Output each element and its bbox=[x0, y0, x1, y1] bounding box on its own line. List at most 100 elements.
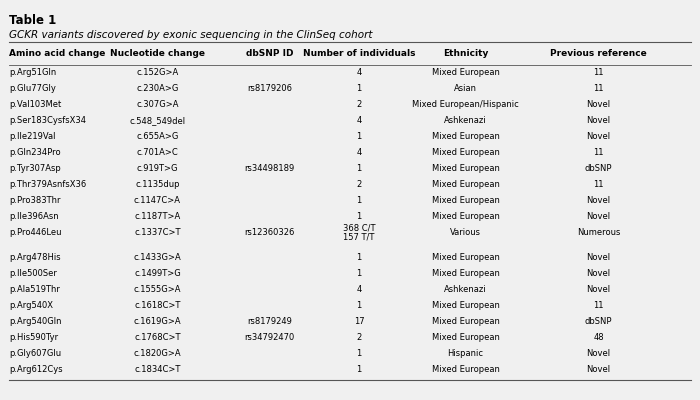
Text: p.Ser183CysfsX34: p.Ser183CysfsX34 bbox=[9, 116, 86, 125]
Text: Ethnicity: Ethnicity bbox=[443, 50, 488, 58]
Text: 1: 1 bbox=[356, 349, 362, 358]
Text: Novel: Novel bbox=[587, 212, 610, 221]
Text: Mixed European: Mixed European bbox=[432, 132, 499, 141]
Text: Mixed European: Mixed European bbox=[432, 212, 499, 221]
Text: c.1619G>A: c.1619G>A bbox=[134, 317, 181, 326]
Text: c.230A>G: c.230A>G bbox=[136, 84, 178, 93]
Text: Novel: Novel bbox=[587, 349, 610, 358]
Text: GCKR variants discovered by exonic sequencing in the ClinSeq cohort: GCKR variants discovered by exonic seque… bbox=[9, 30, 372, 40]
Text: Novel: Novel bbox=[587, 253, 610, 262]
Text: c.1499T>G: c.1499T>G bbox=[134, 269, 181, 278]
Text: Mixed European: Mixed European bbox=[432, 253, 499, 262]
Text: Amino acid change: Amino acid change bbox=[9, 50, 106, 58]
Text: p.Arg612Cys: p.Arg612Cys bbox=[9, 365, 63, 374]
Text: p.Ile219Val: p.Ile219Val bbox=[9, 132, 55, 141]
Text: rs12360326: rs12360326 bbox=[244, 228, 295, 237]
Text: 2: 2 bbox=[356, 180, 362, 189]
Text: Novel: Novel bbox=[587, 365, 610, 374]
Text: c.919T>G: c.919T>G bbox=[136, 164, 178, 173]
Text: Novel: Novel bbox=[587, 100, 610, 109]
Text: p.Ile396Asn: p.Ile396Asn bbox=[9, 212, 59, 221]
Text: Mixed European: Mixed European bbox=[432, 148, 499, 157]
Text: p.Pro446Leu: p.Pro446Leu bbox=[9, 228, 62, 237]
Text: 4: 4 bbox=[356, 116, 362, 125]
Text: c.548_549del: c.548_549del bbox=[130, 116, 186, 125]
Text: Table 1: Table 1 bbox=[9, 14, 56, 27]
Text: Novel: Novel bbox=[587, 269, 610, 278]
Text: Nucleotide change: Nucleotide change bbox=[110, 50, 205, 58]
Text: c.701A>C: c.701A>C bbox=[136, 148, 178, 157]
Text: p.Arg478His: p.Arg478His bbox=[9, 253, 61, 262]
Text: 11: 11 bbox=[594, 148, 603, 157]
Text: c.1618C>T: c.1618C>T bbox=[134, 301, 181, 310]
Text: p.Val103Met: p.Val103Met bbox=[9, 100, 62, 109]
Text: Mixed European: Mixed European bbox=[432, 365, 499, 374]
Text: Mixed European: Mixed European bbox=[432, 164, 499, 173]
Text: 2: 2 bbox=[356, 100, 362, 109]
Text: Hispanic: Hispanic bbox=[447, 349, 484, 358]
Text: dbSNP ID: dbSNP ID bbox=[246, 50, 293, 58]
Text: rs34792470: rs34792470 bbox=[244, 333, 295, 342]
Text: 48: 48 bbox=[593, 333, 604, 342]
Text: Previous reference: Previous reference bbox=[550, 50, 647, 58]
Text: p.Arg540Gln: p.Arg540Gln bbox=[9, 317, 62, 326]
Text: c.1337C>T: c.1337C>T bbox=[134, 228, 181, 237]
Text: 4: 4 bbox=[356, 148, 362, 157]
Text: 1: 1 bbox=[356, 212, 362, 221]
Text: p.Thr379AsnfsX36: p.Thr379AsnfsX36 bbox=[9, 180, 86, 189]
Text: 1: 1 bbox=[356, 84, 362, 93]
Text: p.Ala519Thr: p.Ala519Thr bbox=[9, 285, 60, 294]
Text: Mixed European/Hispanic: Mixed European/Hispanic bbox=[412, 100, 519, 109]
Text: 368 C/T: 368 C/T bbox=[343, 224, 375, 233]
Text: c.307G>A: c.307G>A bbox=[136, 100, 178, 109]
Text: p.Ile500Ser: p.Ile500Ser bbox=[9, 269, 57, 278]
Text: dbSNP: dbSNP bbox=[584, 164, 612, 173]
Text: p.Tyr307Asp: p.Tyr307Asp bbox=[9, 164, 61, 173]
Text: c.152G>A: c.152G>A bbox=[136, 68, 178, 77]
Text: 157 T/T: 157 T/T bbox=[344, 233, 374, 242]
Text: 11: 11 bbox=[594, 180, 603, 189]
Text: c.1820G>A: c.1820G>A bbox=[134, 349, 181, 358]
Text: Novel: Novel bbox=[587, 196, 610, 205]
Text: Mixed European: Mixed European bbox=[432, 196, 499, 205]
Text: 1: 1 bbox=[356, 253, 362, 262]
Text: c.1187T>A: c.1187T>A bbox=[134, 212, 181, 221]
Text: c.1135dup: c.1135dup bbox=[135, 180, 180, 189]
Text: 1: 1 bbox=[356, 269, 362, 278]
Text: Mixed European: Mixed European bbox=[432, 68, 499, 77]
Text: rs8179206: rs8179206 bbox=[247, 84, 292, 93]
Text: 11: 11 bbox=[594, 84, 603, 93]
Text: c.1147C>A: c.1147C>A bbox=[134, 196, 181, 205]
Text: 1: 1 bbox=[356, 196, 362, 205]
Text: 11: 11 bbox=[594, 301, 603, 310]
Text: rs34498189: rs34498189 bbox=[244, 164, 295, 173]
Text: 11: 11 bbox=[594, 68, 603, 77]
Text: Numerous: Numerous bbox=[577, 228, 620, 237]
Text: Asian: Asian bbox=[454, 84, 477, 93]
Text: Number of individuals: Number of individuals bbox=[303, 50, 415, 58]
Text: p.Gly607Glu: p.Gly607Glu bbox=[9, 349, 61, 358]
Text: Novel: Novel bbox=[587, 132, 610, 141]
Text: Mixed European: Mixed European bbox=[432, 333, 499, 342]
Text: 4: 4 bbox=[356, 68, 362, 77]
Text: 17: 17 bbox=[354, 317, 365, 326]
Text: 1: 1 bbox=[356, 132, 362, 141]
Text: Mixed European: Mixed European bbox=[432, 269, 499, 278]
Text: p.Gln234Pro: p.Gln234Pro bbox=[9, 148, 61, 157]
Text: p.Arg540X: p.Arg540X bbox=[9, 301, 53, 310]
Text: Mixed European: Mixed European bbox=[432, 317, 499, 326]
Text: p.Glu77Gly: p.Glu77Gly bbox=[9, 84, 56, 93]
Text: 1: 1 bbox=[356, 301, 362, 310]
Text: 2: 2 bbox=[356, 333, 362, 342]
Text: Novel: Novel bbox=[587, 116, 610, 125]
Text: 1: 1 bbox=[356, 164, 362, 173]
Text: c.1433G>A: c.1433G>A bbox=[134, 253, 181, 262]
Text: c.1834C>T: c.1834C>T bbox=[134, 365, 181, 374]
Text: Ashkenazi: Ashkenazi bbox=[444, 285, 486, 294]
Text: p.His590Tyr: p.His590Tyr bbox=[9, 333, 58, 342]
Text: 4: 4 bbox=[356, 285, 362, 294]
Text: Ashkenazi: Ashkenazi bbox=[444, 116, 486, 125]
Text: 1: 1 bbox=[356, 365, 362, 374]
Text: c.655A>G: c.655A>G bbox=[136, 132, 178, 141]
Text: c.1768C>T: c.1768C>T bbox=[134, 333, 181, 342]
